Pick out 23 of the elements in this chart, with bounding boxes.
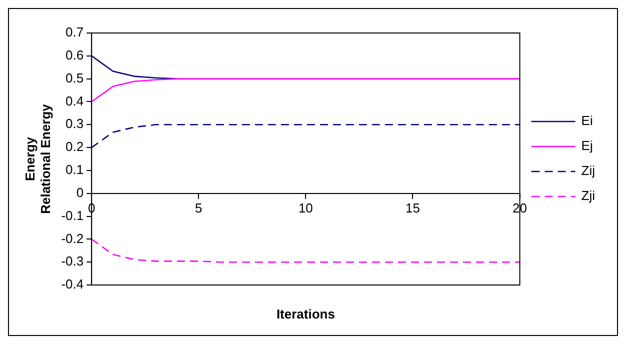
x-tick-label: 15 [406, 200, 420, 216]
y-tick-label: 0.3 [66, 116, 84, 132]
legend-label: Ej [581, 138, 593, 154]
y-tick-label: 0.4 [66, 93, 84, 108]
legend-label: Zij [581, 163, 596, 178]
line-series [92, 238, 520, 263]
line-series [92, 124, 520, 148]
y-tick-label: 0.7 [66, 24, 84, 40]
x-tick-label: 10 [298, 200, 313, 216]
y-tick-label: -0.2 [61, 230, 84, 246]
x-tick-label: 5 [195, 200, 202, 216]
y-tick-label: 0.1 [66, 162, 84, 178]
y-tick-label: -0.4 [61, 276, 84, 292]
legend-label: Ei [581, 113, 593, 128]
y-tick-label: 0.5 [66, 70, 84, 86]
y-tick-label: 0.2 [66, 139, 84, 154]
y-tick-label: 0.6 [66, 47, 84, 62]
y-tick-label: -0.1 [61, 208, 84, 223]
legend-label: Zji [581, 188, 596, 204]
y-tick-label: 0 [76, 184, 84, 200]
x-axis-title: Iterations [276, 306, 335, 322]
y-tick-label: -0.3 [61, 254, 84, 269]
y-axis-title: Energy Relational Energy [22, 103, 53, 214]
